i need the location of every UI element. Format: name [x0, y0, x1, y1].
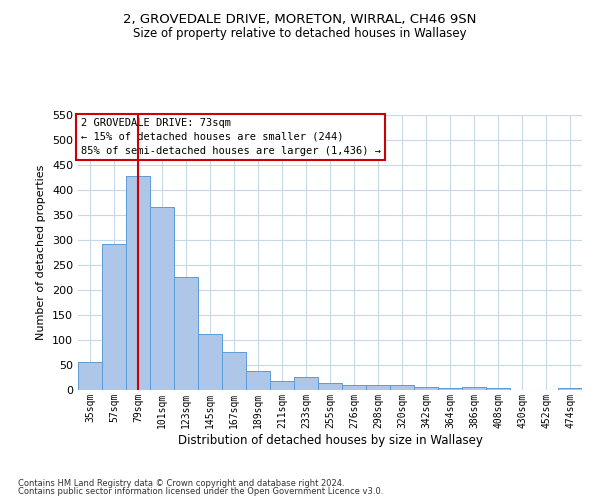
Bar	[126, 176, 150, 390]
Bar	[342, 384, 366, 390]
Text: Contains HM Land Registry data © Crown copyright and database right 2024.: Contains HM Land Registry data © Crown c…	[18, 478, 344, 488]
Bar	[366, 385, 390, 390]
Bar	[222, 352, 246, 390]
Bar	[486, 388, 510, 390]
Bar	[318, 382, 342, 390]
Text: 2 GROVEDALE DRIVE: 73sqm
← 15% of detached houses are smaller (244)
85% of semi-: 2 GROVEDALE DRIVE: 73sqm ← 15% of detach…	[80, 118, 380, 156]
Bar	[174, 277, 198, 390]
Bar	[198, 334, 222, 390]
Bar	[390, 385, 414, 390]
Bar	[462, 387, 486, 390]
Bar	[150, 206, 174, 390]
X-axis label: Distribution of detached houses by size in Wallasey: Distribution of detached houses by size …	[178, 434, 482, 446]
Text: 2, GROVEDALE DRIVE, MORETON, WIRRAL, CH46 9SN: 2, GROVEDALE DRIVE, MORETON, WIRRAL, CH4…	[124, 12, 476, 26]
Bar	[270, 381, 294, 390]
Bar	[78, 362, 102, 390]
Text: Contains public sector information licensed under the Open Government Licence v3: Contains public sector information licen…	[18, 488, 383, 496]
Bar	[246, 371, 270, 390]
Text: Size of property relative to detached houses in Wallasey: Size of property relative to detached ho…	[133, 28, 467, 40]
Bar	[558, 388, 582, 390]
Bar	[438, 388, 462, 390]
Bar	[414, 387, 438, 390]
Y-axis label: Number of detached properties: Number of detached properties	[37, 165, 46, 340]
Bar	[102, 244, 126, 390]
Bar	[294, 376, 318, 390]
